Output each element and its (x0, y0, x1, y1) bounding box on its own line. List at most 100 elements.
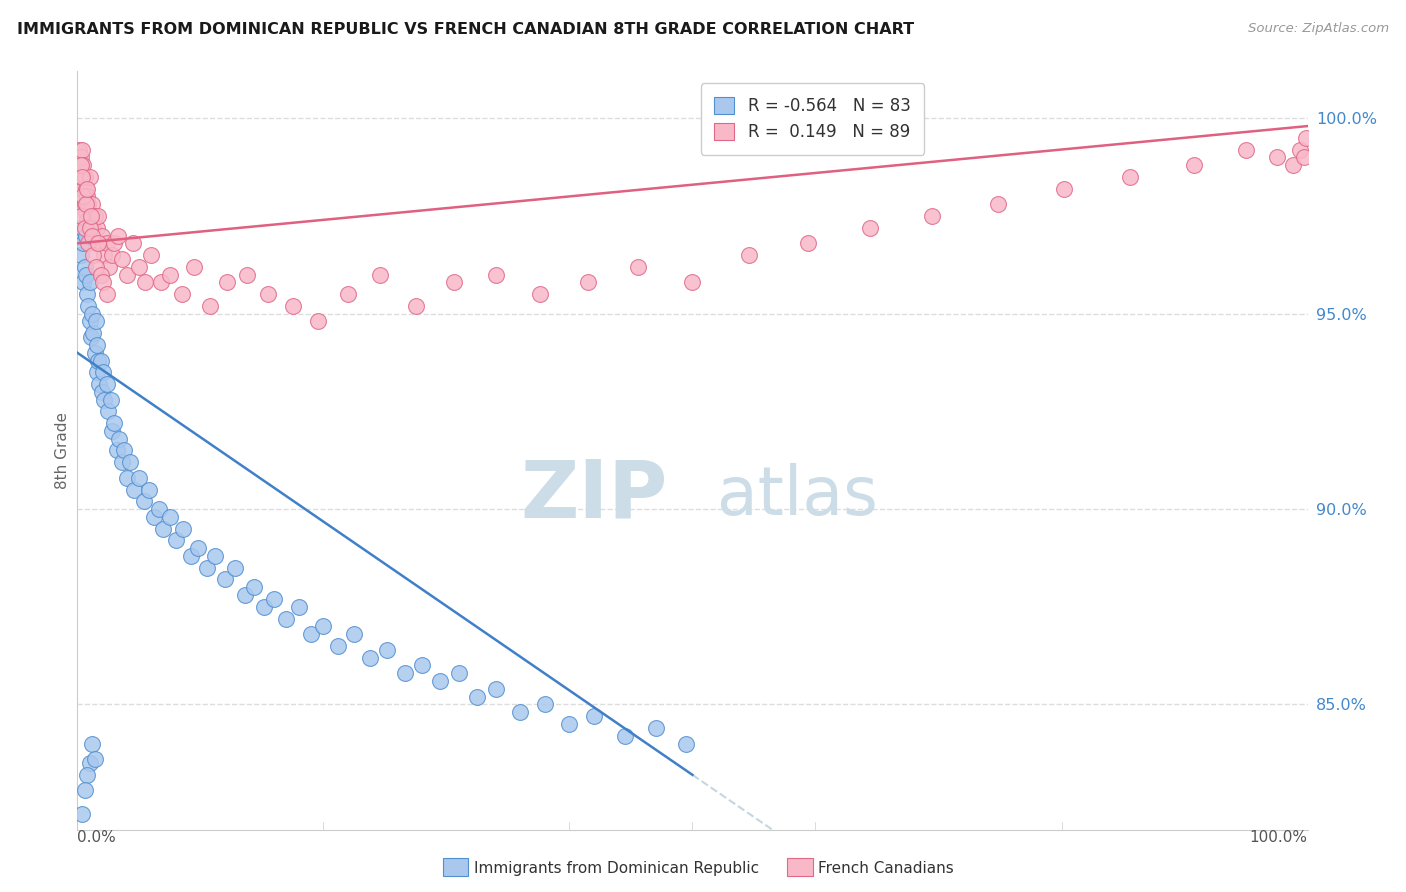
Point (70, 169, 93, 184)
Point (1295, 130, 1317, 145)
Point (79, 169, 101, 184)
Point (159, 509, 181, 524)
Point (576, 276, 599, 290)
Point (91, 365, 114, 379)
Point (111, 455, 132, 469)
Point (613, 729, 636, 743)
Point (233, 588, 256, 602)
Point (100, 392, 122, 407)
Point (70, 220, 93, 235)
Point (214, 573, 236, 587)
Point (76, 768, 98, 782)
Point (105, 443, 128, 458)
Point (236, 268, 259, 282)
Point (103, 236, 125, 251)
Point (152, 522, 174, 536)
Point (72, 158, 94, 172)
Point (141, 248, 163, 262)
Point (87, 209, 110, 223)
Point (108, 432, 131, 446)
Point (75, 197, 97, 211)
Point (77, 236, 100, 251)
Point (82, 248, 104, 262)
Point (288, 599, 311, 614)
Point (73, 197, 96, 211)
Point (1234, 143, 1257, 157)
Point (87, 236, 110, 251)
Point (103, 416, 125, 430)
Text: 0.0%: 0.0% (77, 830, 117, 845)
Point (429, 674, 451, 689)
Point (987, 197, 1010, 211)
Point (112, 443, 135, 458)
Point (299, 627, 322, 641)
Point (87, 353, 110, 368)
Point (93, 392, 115, 407)
Point (70, 150, 93, 164)
Point (257, 287, 280, 301)
Point (72, 181, 94, 195)
Point (217, 276, 239, 290)
Point (82, 326, 104, 341)
Point (187, 541, 209, 556)
Point (485, 681, 508, 696)
Point (797, 236, 820, 251)
Point (368, 268, 391, 282)
Point (82, 307, 104, 321)
Point (67, 143, 90, 157)
Point (82, 197, 104, 211)
Point (627, 260, 650, 274)
Point (90, 384, 114, 399)
Point (447, 666, 470, 681)
Point (73, 220, 96, 235)
Point (89, 236, 111, 251)
Point (70, 143, 93, 157)
Text: 100.0%: 100.0% (1250, 830, 1308, 845)
Point (411, 658, 433, 673)
Point (98, 260, 121, 274)
Point (101, 424, 124, 438)
Point (337, 287, 360, 301)
Point (443, 276, 465, 290)
Point (101, 248, 124, 262)
Point (1289, 143, 1312, 157)
Point (308, 314, 330, 328)
Point (281, 299, 304, 313)
Point (682, 276, 704, 290)
Point (159, 268, 181, 282)
Point (76, 189, 98, 203)
Point (82, 228, 104, 243)
Point (79, 220, 101, 235)
Point (121, 236, 143, 251)
Point (204, 549, 226, 563)
Point (1184, 158, 1206, 172)
Text: ZIP: ZIP (520, 457, 668, 535)
Point (72, 189, 94, 203)
Point (72, 236, 94, 251)
Point (534, 698, 557, 712)
Point (115, 268, 138, 282)
Point (72, 276, 94, 290)
Point (75, 181, 97, 195)
Point (134, 276, 156, 290)
Point (73, 783, 96, 797)
Point (73, 169, 96, 184)
Point (921, 209, 943, 223)
Point (75, 268, 97, 282)
Text: atlas: atlas (717, 463, 877, 529)
Point (97, 404, 120, 418)
Point (93, 248, 115, 262)
Point (82, 220, 104, 235)
Point (1265, 150, 1288, 164)
Point (312, 619, 335, 633)
Point (172, 522, 194, 536)
Point (180, 549, 202, 563)
Point (243, 580, 266, 594)
Point (529, 287, 551, 301)
Point (1292, 150, 1315, 164)
Point (859, 220, 882, 235)
Text: French Canadians: French Canadians (818, 862, 955, 876)
Point (69, 228, 91, 243)
Point (69, 158, 91, 172)
Point (138, 483, 160, 497)
